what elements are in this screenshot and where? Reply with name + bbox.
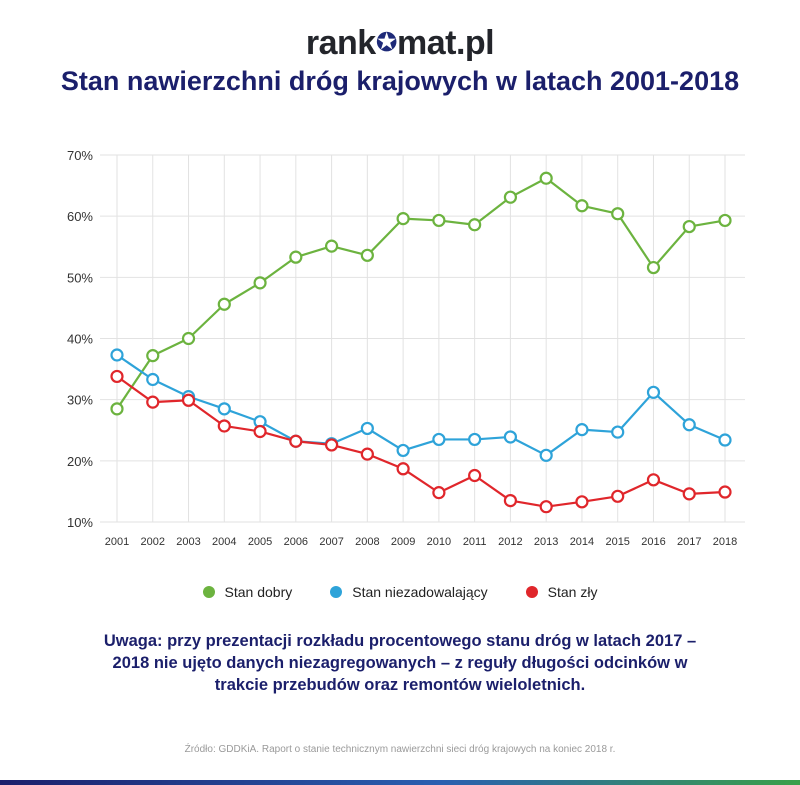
x-tick-label: 2017 (677, 536, 701, 548)
legend-item: Stan dobry (202, 584, 293, 600)
series-3-point (539, 500, 553, 514)
legend-item: Stan niezadowalający (330, 584, 488, 600)
line-chart: 10% 20% 30% 40% 50% 60% 70% 2001 2002 2003 2004 200… (67, 148, 745, 548)
y-tick-label: 30% (67, 393, 93, 408)
star-icon: ✪ (375, 27, 398, 57)
series-3-point (217, 419, 231, 433)
logo-text-left: rank (305, 24, 376, 62)
series-2-point (217, 402, 231, 416)
series-1-point (396, 212, 410, 226)
legend-label: Stan zły (547, 584, 598, 600)
series-1-point (432, 213, 446, 228)
series-line-2 (116, 354, 726, 457)
series-1-point (646, 260, 661, 275)
x-tick-label: 2011 (463, 536, 487, 548)
series-2-point (146, 372, 160, 387)
x-tick-label: 2013 (534, 536, 558, 548)
series-1-point (360, 248, 374, 262)
y-tick-label: 10% (67, 515, 93, 530)
series-2-point (718, 433, 732, 447)
source-text: Źródło: GDDKiA. Raport o stanie technicz… (184, 744, 616, 755)
series-3-point (682, 487, 696, 501)
series-3-point (575, 495, 589, 509)
series-line-3 (116, 375, 726, 508)
series-2-point (360, 421, 374, 436)
series-1-point (503, 190, 518, 204)
x-tick-label: 2010 (427, 536, 451, 548)
series-1-point (611, 207, 625, 221)
series-3-point (181, 393, 196, 407)
legend-item: Stan zły (525, 584, 598, 600)
series-1-point (468, 218, 482, 232)
note-text: Uwaga: przy prezentacji rozkładu procent… (103, 632, 697, 694)
series-1-point (575, 199, 589, 213)
series-3-point (718, 485, 732, 499)
series-2-point (646, 385, 661, 399)
series-1-point (718, 213, 732, 228)
series-1-point (253, 276, 267, 290)
series-1-point (682, 219, 696, 234)
series-1-point (146, 349, 160, 363)
series-2-point (682, 418, 696, 432)
y-tick-label: 50% (67, 270, 93, 285)
x-tick-label: 2012 (498, 536, 522, 548)
page-title: Stan nawierzchni dróg krajowych w latach… (60, 66, 740, 96)
x-tick-label: 2009 (391, 536, 415, 548)
series-3-point (253, 424, 267, 439)
x-tick-label: 2001 (105, 536, 129, 548)
series-3-point (468, 468, 482, 483)
legend-marker-icon (525, 586, 538, 598)
series-3-point (360, 447, 374, 461)
series-3-point (324, 438, 339, 452)
y-tick-label: 40% (67, 332, 93, 347)
series-3-point (396, 462, 410, 476)
rankomat-logo: rank✪mat.pl (0, 24, 800, 63)
x-tick-label: 2018 (713, 536, 737, 548)
chart-legend: Stan dobry Stan niezadowalający Stan zły (0, 580, 800, 604)
series-2-point (468, 432, 482, 447)
series-3-point (611, 489, 625, 503)
series-3-point (432, 486, 446, 500)
legend-marker-icon (202, 586, 215, 598)
legend-label: Stan niezadowalający (352, 584, 488, 600)
x-tick-label: 2016 (641, 536, 665, 548)
series-3-point (646, 473, 661, 487)
series-2-point (432, 432, 446, 447)
x-tick-label: 2006 (284, 536, 308, 548)
legend-marker-icon (330, 586, 343, 598)
bottom-accent-bar (0, 780, 800, 785)
x-tick-label: 2002 (141, 536, 165, 548)
series-2-point (539, 448, 553, 462)
series-1-point (110, 402, 124, 416)
series-1-point (181, 331, 196, 346)
y-tick-label: 60% (67, 209, 93, 224)
logo-text-right: mat.pl (397, 24, 495, 62)
x-tick-label: 2007 (319, 536, 343, 548)
y-tick-label: 70% (67, 148, 93, 163)
series-2-point (503, 430, 518, 444)
series-3-point (146, 395, 160, 409)
series-2-point (611, 425, 625, 439)
y-tick-label: 20% (67, 454, 93, 469)
series-3-point (289, 434, 303, 448)
series-1-point (324, 239, 339, 253)
x-tick-label: 2015 (605, 536, 629, 548)
series-1-point (217, 297, 231, 311)
legend-label: Stan dobry (224, 584, 293, 600)
series-line-1 (116, 177, 726, 410)
series-2-point (396, 443, 410, 458)
series-3-point (503, 493, 518, 508)
series-2-point (575, 423, 589, 437)
x-tick-label: 2004 (212, 536, 236, 548)
x-tick-label: 2014 (570, 536, 594, 548)
series-3-point (110, 369, 124, 384)
series-1-point (539, 171, 553, 185)
x-tick-label: 2008 (355, 536, 379, 548)
x-tick-label: 2003 (176, 536, 200, 548)
series-1-point (289, 250, 303, 264)
x-tick-label: 2005 (248, 536, 272, 548)
series-2-point (110, 348, 124, 362)
